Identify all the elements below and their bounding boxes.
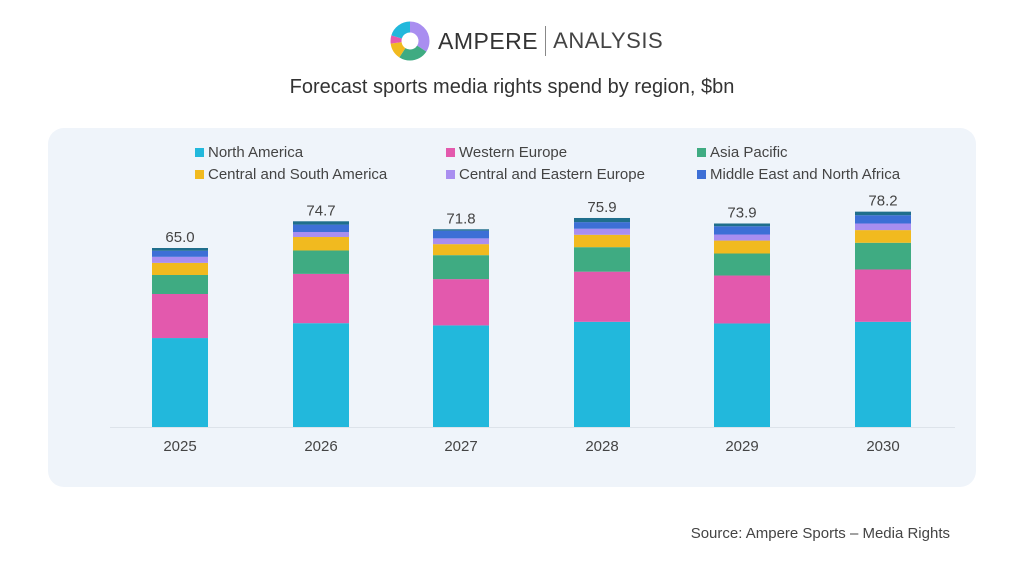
bar-segment bbox=[293, 224, 349, 233]
bar-segment bbox=[152, 338, 208, 427]
bar-segment bbox=[152, 256, 208, 263]
total-label: 75.9 bbox=[587, 199, 616, 216]
legend-swatch bbox=[697, 169, 706, 179]
logo-divider bbox=[545, 26, 547, 56]
bar-segment bbox=[293, 273, 349, 324]
bar-segment bbox=[714, 275, 770, 324]
legend-swatch bbox=[195, 169, 204, 179]
bar-segment bbox=[433, 325, 489, 427]
bar-segment bbox=[574, 217, 630, 223]
legend-label: Asia Pacific bbox=[710, 143, 788, 161]
bar-segment bbox=[855, 230, 911, 243]
bar-segment bbox=[855, 223, 911, 231]
legend-swatch bbox=[446, 147, 455, 157]
legend-item: Middle East and North Africa bbox=[697, 165, 948, 183]
bar-segment bbox=[855, 269, 911, 322]
ampere-logo: AMPERE ANALYSIS bbox=[390, 20, 663, 62]
bar-segment bbox=[293, 232, 349, 237]
bar-segment bbox=[152, 248, 208, 251]
source-note: Source: Ampere Sports – Media Rights bbox=[690, 525, 950, 542]
bar-segment bbox=[714, 253, 770, 276]
x-tick-label: 2029 bbox=[725, 438, 758, 455]
legend-label: Western Europe bbox=[459, 143, 568, 161]
bar-segment bbox=[152, 250, 208, 257]
bar-segment bbox=[433, 229, 489, 231]
bar-segment bbox=[293, 323, 349, 427]
bar-segment bbox=[433, 255, 489, 280]
bar-segment bbox=[433, 244, 489, 256]
total-label: 78.2 bbox=[868, 193, 897, 210]
legend-item: Central and Eastern Europe bbox=[446, 165, 697, 183]
bar-segment bbox=[293, 221, 349, 225]
bar-segment bbox=[293, 236, 349, 251]
bar-segment bbox=[714, 240, 770, 254]
x-tick-label: 2028 bbox=[585, 438, 618, 455]
total-label: 71.8 bbox=[446, 210, 475, 227]
bar-segment bbox=[855, 242, 911, 270]
bar-segment bbox=[433, 230, 489, 239]
legend-label: Central and Eastern Europe bbox=[459, 165, 645, 183]
legend-item: Asia Pacific bbox=[697, 143, 948, 161]
legend-item: Central and South America bbox=[195, 165, 446, 183]
legend-swatch bbox=[195, 147, 204, 157]
total-label: 65.0 bbox=[165, 229, 194, 246]
bar-segment bbox=[855, 321, 911, 427]
bar-segment bbox=[714, 234, 770, 241]
bar-segment bbox=[152, 274, 208, 294]
bar-segment bbox=[574, 321, 630, 427]
chart-title: Forecast sports media rights spend by re… bbox=[289, 76, 735, 98]
total-label: 73.9 bbox=[727, 204, 756, 221]
legend-swatch bbox=[446, 169, 455, 179]
x-tick-label: 2025 bbox=[163, 438, 196, 455]
x-tick-label: 2030 bbox=[866, 438, 899, 455]
legend-item: Western Europe bbox=[446, 143, 697, 161]
chart-legend: North America Western Europe Asia Pacific C… bbox=[195, 143, 955, 183]
bar-segment bbox=[714, 226, 770, 235]
legend-label: Middle East and North Africa bbox=[710, 165, 901, 183]
bar-segment bbox=[855, 215, 911, 224]
bar-segment bbox=[574, 234, 630, 248]
total-label: 74.7 bbox=[306, 202, 335, 219]
legend-label: North America bbox=[208, 143, 304, 161]
bar-segment bbox=[574, 271, 630, 322]
legend-label: Central and South America bbox=[208, 165, 388, 183]
bar-segment bbox=[574, 247, 630, 272]
legend-item: North America bbox=[195, 143, 446, 161]
logo-brand-suffix: ANALYSIS bbox=[553, 28, 664, 53]
bar-segment bbox=[293, 250, 349, 274]
bar-segment bbox=[855, 211, 911, 216]
x-tick-label: 2026 bbox=[304, 438, 337, 455]
logo-ring-icon bbox=[390, 21, 430, 61]
bar-segment bbox=[152, 293, 208, 339]
bar-segment bbox=[152, 262, 208, 275]
bar-segment bbox=[574, 222, 630, 229]
bar-segment bbox=[433, 279, 489, 326]
logo-brand: AMPERE bbox=[438, 27, 539, 54]
x-tick-label: 2027 bbox=[444, 438, 477, 455]
legend-swatch bbox=[697, 147, 706, 157]
bar-segment bbox=[574, 228, 630, 235]
bar-segment bbox=[714, 323, 770, 427]
bar-segment bbox=[433, 238, 489, 245]
bar-segment bbox=[714, 223, 770, 227]
